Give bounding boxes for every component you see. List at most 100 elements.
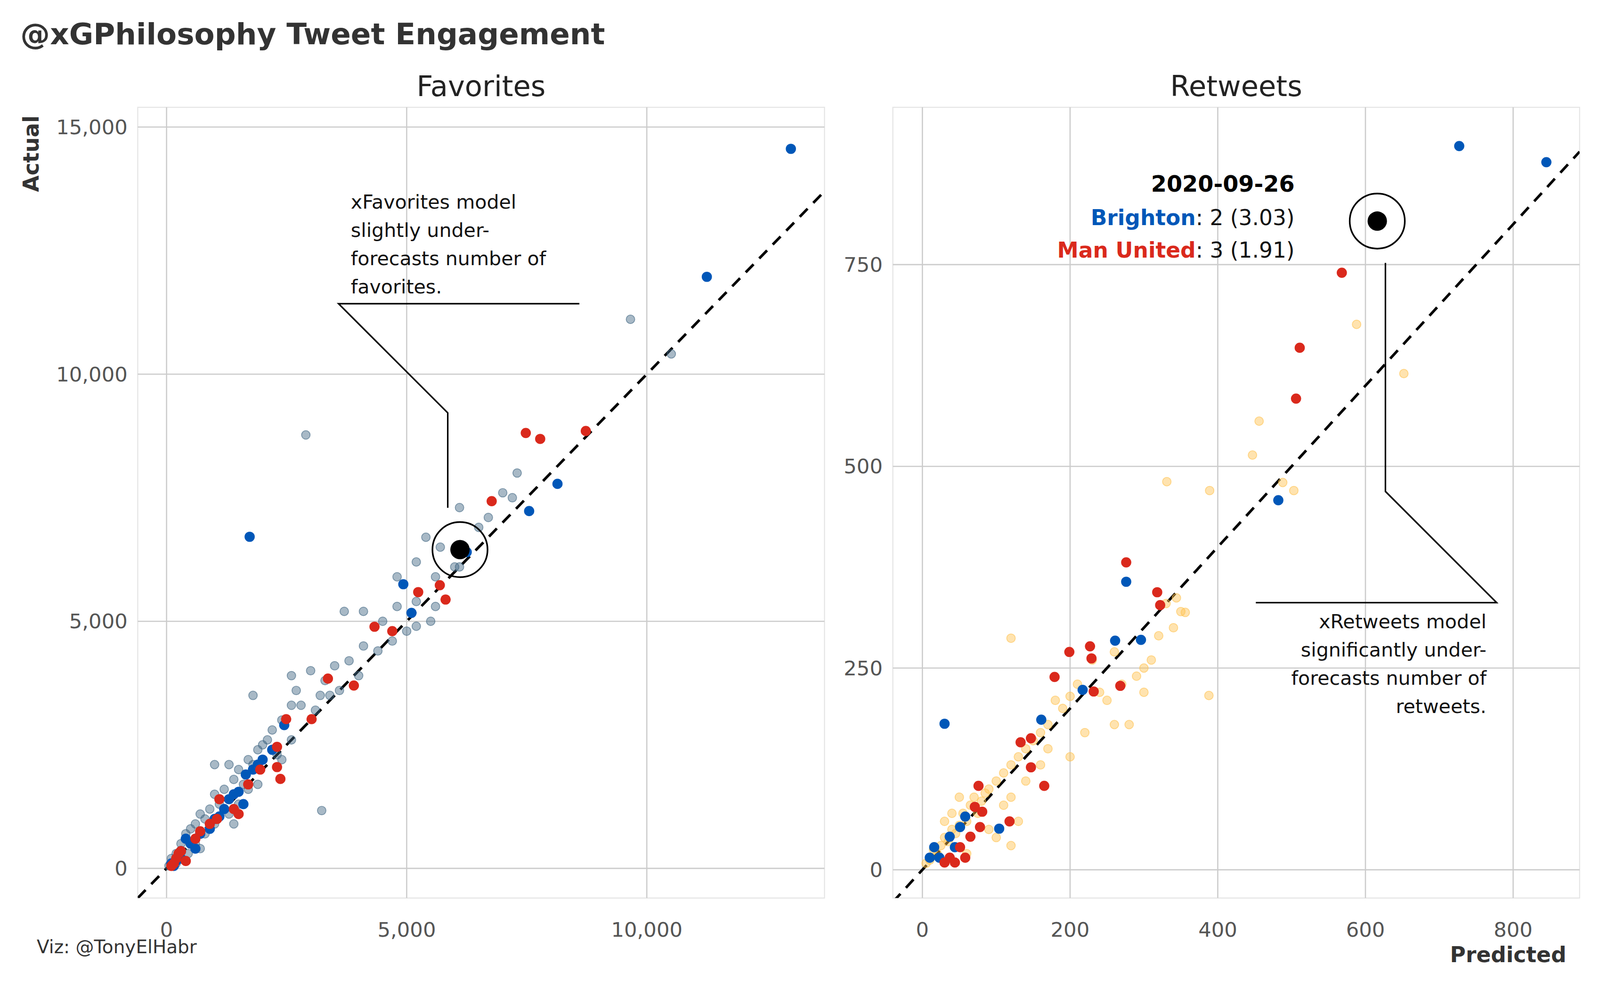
point (436, 543, 445, 552)
point (520, 428, 531, 439)
annotation-text: significantly under- (1300, 638, 1487, 662)
point (994, 823, 1005, 835)
point (1124, 720, 1134, 729)
point (253, 745, 262, 755)
point (1146, 655, 1156, 665)
point (228, 804, 240, 815)
point (335, 686, 344, 695)
point (1172, 593, 1181, 602)
point (248, 690, 258, 700)
point (369, 621, 380, 633)
point (1453, 140, 1465, 152)
team-score: : 2 (3.03) (1195, 205, 1295, 231)
tick-label: 600 (1346, 917, 1386, 942)
point (1077, 684, 1089, 696)
panel-title: Retweets (1170, 69, 1303, 103)
point (701, 271, 713, 283)
point (947, 809, 957, 818)
point (195, 809, 205, 819)
point (306, 666, 315, 675)
grid-line (1364, 107, 1367, 899)
marks (893, 140, 1580, 899)
annotation-text: forecasts number of (350, 247, 547, 270)
point (1102, 696, 1112, 705)
tick-label: 400 (1198, 917, 1238, 942)
point (977, 806, 988, 818)
point (348, 680, 359, 691)
point (1136, 634, 1147, 646)
point (1139, 688, 1149, 697)
team-name: Brighton (1090, 205, 1196, 231)
point (1058, 704, 1067, 713)
point (311, 706, 320, 715)
tick-label: 800 (1493, 917, 1533, 942)
point (190, 833, 201, 845)
point (325, 690, 334, 700)
annotation-text: xRetweets model (1318, 610, 1487, 634)
point (180, 833, 192, 845)
point (1025, 733, 1037, 744)
point (1006, 633, 1016, 643)
point (455, 562, 464, 572)
point (402, 626, 411, 636)
point (1248, 450, 1257, 460)
point (1176, 607, 1186, 617)
point (431, 572, 440, 582)
grid-line (137, 868, 825, 870)
annotation-text: retweets. (1395, 695, 1487, 718)
point (359, 607, 368, 616)
point (316, 690, 325, 700)
point (1115, 680, 1126, 691)
point (939, 718, 951, 730)
point (552, 479, 563, 490)
point (955, 793, 964, 802)
point (1014, 817, 1023, 826)
point (275, 773, 286, 785)
annotation-text: xFavorites model (350, 190, 517, 214)
point (1014, 752, 1023, 762)
grid-line (893, 465, 1580, 468)
figure-title: @xGPhilosophy Tweet Engagement (20, 16, 605, 52)
point (296, 700, 306, 710)
plot-frame (137, 107, 825, 899)
point (1006, 760, 1016, 770)
point (535, 433, 546, 445)
point (229, 819, 238, 829)
annotation-date: 2020-09-26 (1151, 170, 1295, 197)
point (1050, 696, 1060, 705)
grid-line (137, 126, 825, 129)
grid-line (137, 373, 825, 375)
team-name: Man United (1056, 237, 1196, 263)
point (959, 811, 971, 822)
point (524, 505, 535, 517)
axis-title: Predicted (1450, 942, 1567, 968)
grid-line (137, 620, 825, 623)
point (1049, 672, 1060, 683)
point (224, 760, 234, 769)
point (1152, 587, 1163, 598)
point (431, 602, 440, 611)
point (1039, 780, 1050, 792)
point (965, 831, 976, 843)
point (785, 143, 796, 155)
point (954, 821, 966, 833)
point (498, 488, 507, 497)
annotation-text: favorites. (350, 275, 443, 299)
point (486, 495, 497, 507)
point (984, 825, 993, 834)
marks (137, 143, 825, 899)
grid-line (646, 107, 648, 899)
tick-label: 0 (114, 856, 128, 881)
point (392, 602, 402, 611)
point (214, 794, 225, 805)
tick-label: 15,000 (56, 115, 128, 139)
point (412, 557, 421, 567)
identity-line (893, 151, 1580, 899)
point (1110, 647, 1119, 657)
point (434, 580, 446, 591)
point (974, 821, 986, 833)
point (281, 714, 292, 725)
point (999, 801, 1008, 810)
point (244, 531, 255, 543)
tick-label: 250 (843, 656, 883, 681)
